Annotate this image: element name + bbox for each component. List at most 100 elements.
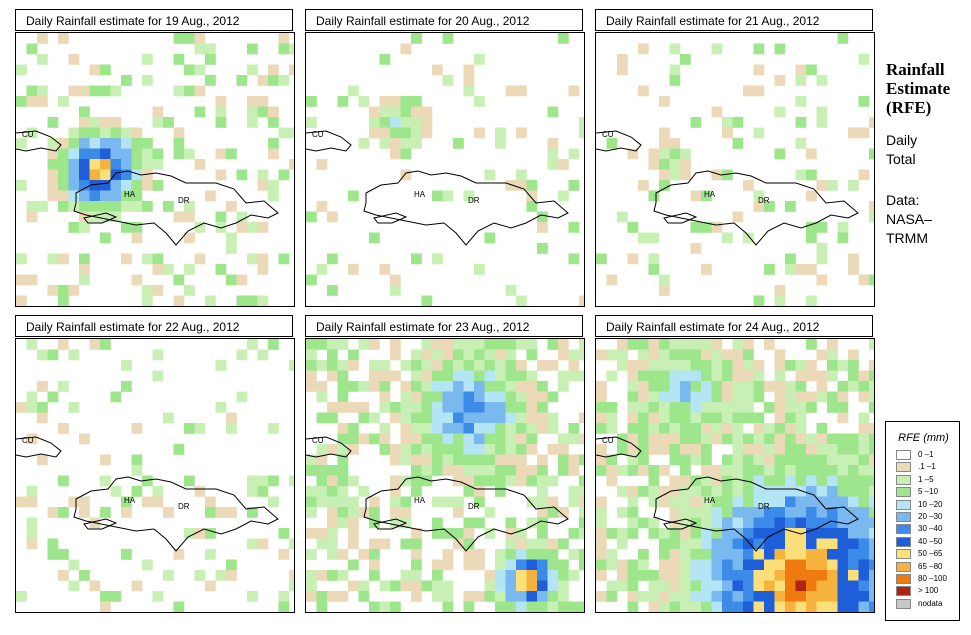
rain-cell (289, 580, 294, 592)
rain-cell (226, 412, 237, 424)
rain-cell (68, 285, 80, 296)
rain-cell (327, 538, 338, 550)
rain-cell (774, 285, 786, 296)
rain-cell (743, 528, 754, 539)
rain-cell (390, 580, 401, 592)
rain-cell (711, 391, 723, 403)
rain-cell (837, 444, 849, 455)
title-line: (RFE) (886, 98, 932, 117)
rain-cell (690, 559, 702, 571)
rain-cell (774, 570, 786, 581)
rain-cell (89, 127, 101, 139)
rain-cell (774, 454, 786, 466)
rain-cell (110, 127, 122, 139)
coastline (306, 436, 352, 458)
rain-cell (484, 507, 496, 518)
rain-cell (722, 412, 733, 424)
rain-cell (432, 402, 443, 413)
rain-cell (89, 117, 101, 128)
rain-cell (226, 148, 237, 160)
rain-cell (701, 433, 712, 445)
rain-cell (58, 549, 69, 560)
rain-cell (484, 591, 496, 602)
rain-cell (495, 486, 506, 497)
rain-cell (858, 96, 870, 107)
rain-cell (558, 433, 569, 445)
rain-cell (711, 601, 723, 612)
rain-cell (722, 465, 733, 476)
rain-cell (131, 423, 143, 434)
rain-cell (690, 381, 702, 392)
rain-cell (670, 612, 681, 613)
rain-cell (316, 601, 328, 612)
rain-cell (68, 169, 80, 181)
rain-cell (795, 549, 807, 560)
rain-cell (268, 423, 279, 434)
rain-cell (484, 232, 496, 244)
rain-cell (659, 96, 670, 107)
rain-cell (421, 465, 433, 476)
rain-cell (732, 570, 744, 581)
rain-cell (627, 370, 639, 382)
rain-cell (785, 601, 796, 612)
rain-cell (690, 412, 702, 424)
rain-cell (869, 148, 874, 160)
rain-cell (547, 106, 559, 118)
rain-cell (537, 465, 548, 476)
rain-cell (306, 117, 317, 128)
rain-cell (806, 601, 817, 612)
rain-cell (638, 339, 649, 350)
rain-cell (89, 64, 101, 76)
rain-cell (764, 528, 775, 539)
rain-cell (421, 412, 433, 424)
rain-cell (268, 64, 279, 76)
rain-cell (400, 475, 412, 487)
rain-cell (816, 253, 828, 265)
title-line: Estimate (886, 79, 951, 98)
rain-cell (669, 138, 681, 149)
rain-cell (390, 486, 401, 497)
rain-cell (722, 591, 733, 602)
rain-cell (837, 486, 849, 497)
rain-cell (558, 538, 569, 550)
rain-cell (215, 96, 227, 107)
rain-cell (327, 475, 338, 487)
rain-cell (774, 106, 786, 118)
rain-cell (547, 148, 559, 160)
rain-cell (774, 444, 786, 455)
rain-cell (869, 339, 874, 350)
rain-cell (547, 601, 559, 612)
rain-cell (505, 549, 517, 560)
legend-swatch (896, 598, 911, 609)
rain-cell (806, 169, 817, 181)
rain-cell (848, 528, 859, 539)
rain-cell (690, 580, 702, 592)
rain-cell (648, 528, 660, 539)
rain-cell (701, 222, 712, 233)
rain-cell (848, 127, 859, 139)
rain-cell (711, 580, 723, 592)
rain-cell (152, 285, 164, 296)
rain-cell (268, 339, 279, 350)
rain-cell (79, 211, 90, 223)
rain-cell (659, 423, 670, 434)
rain-cell (659, 601, 670, 612)
rain-cell (648, 148, 660, 160)
panel-title: Daily Rainfall estimate for 21 Aug., 201… (595, 9, 873, 31)
rain-cell (638, 486, 649, 497)
rain-cell (89, 190, 101, 202)
rain-cell (26, 517, 38, 529)
rain-cell (711, 381, 723, 392)
rain-cell (247, 507, 258, 518)
rain-cell (215, 117, 227, 128)
rain-cell (753, 496, 765, 508)
rain-cell (774, 528, 786, 539)
rain-cell (247, 295, 258, 306)
rain-cell (579, 433, 584, 445)
rain-cell (79, 180, 90, 191)
rain-cell (838, 306, 849, 307)
rain-cell (795, 264, 807, 275)
rain-cell (701, 360, 712, 371)
rain-cell (806, 507, 817, 518)
country-label-cu: CU (602, 130, 614, 139)
